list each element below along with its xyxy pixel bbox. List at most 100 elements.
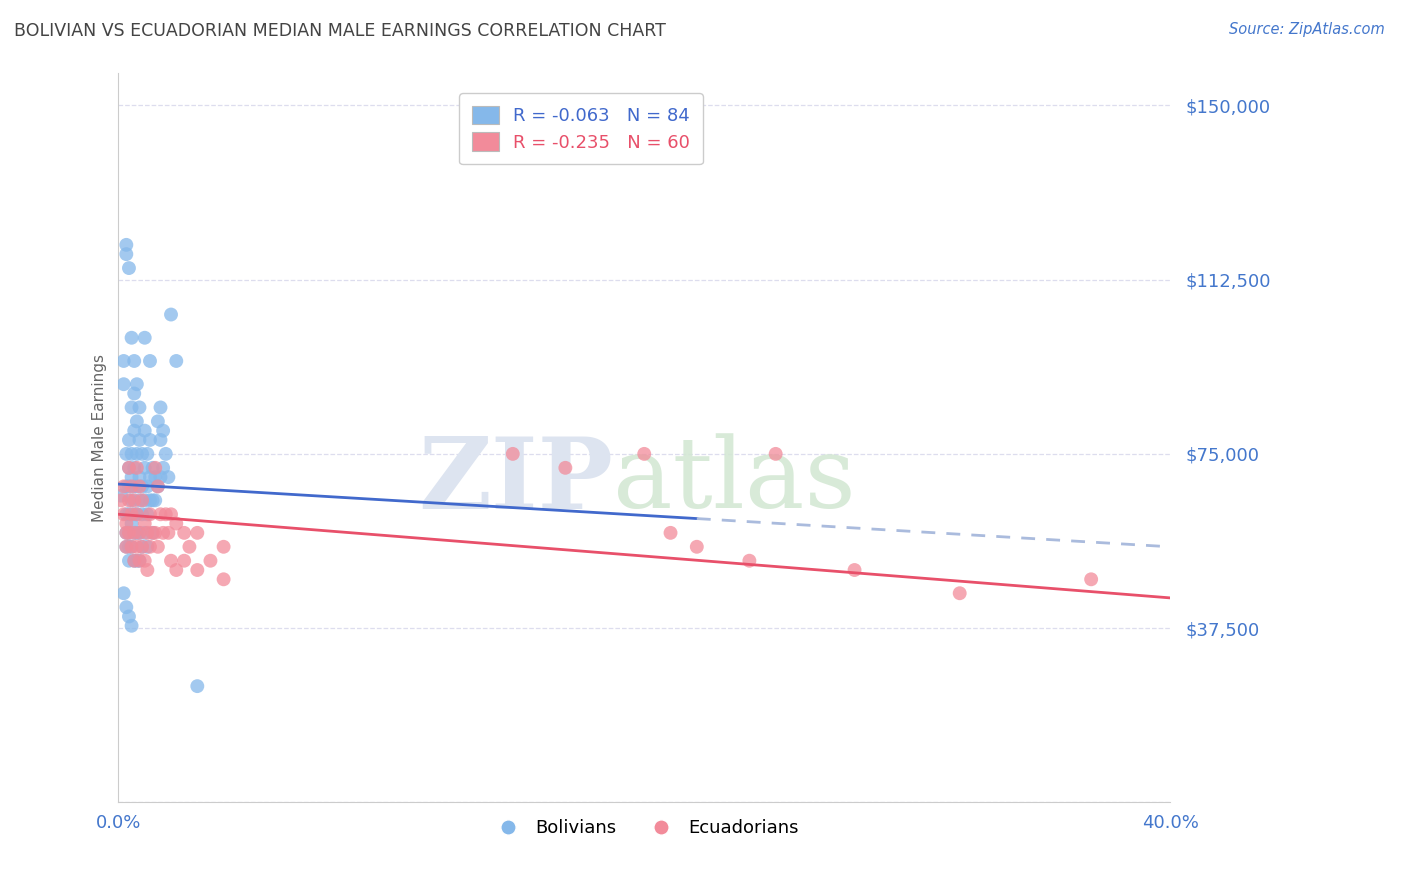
Bolivians: [125, 508, 148, 522]
Ecuadorians: [200, 554, 222, 568]
Text: BOLIVIAN VS ECUADORIAN MEDIAN MALE EARNINGS CORRELATION CHART: BOLIVIAN VS ECUADORIAN MEDIAN MALE EARNI…: [14, 22, 666, 40]
Bolivians: [118, 460, 141, 475]
Ecuadorians: [686, 540, 709, 554]
Bolivians: [115, 237, 138, 252]
Ecuadorians: [136, 563, 159, 577]
Ecuadorians: [139, 508, 162, 522]
Ecuadorians: [122, 525, 145, 540]
Bolivians: [139, 354, 162, 368]
Bolivians: [122, 354, 145, 368]
Bolivians: [128, 493, 150, 508]
Bolivians: [115, 600, 138, 615]
Ecuadorians: [738, 554, 761, 568]
Ecuadorians: [149, 508, 172, 522]
Ecuadorians: [118, 493, 141, 508]
Ecuadorians: [186, 525, 208, 540]
Ecuadorians: [139, 540, 162, 554]
Bolivians: [136, 447, 159, 461]
Bolivians: [125, 447, 148, 461]
Bolivians: [160, 308, 183, 322]
Ecuadorians: [502, 447, 524, 461]
Bolivians: [118, 479, 141, 493]
Bolivians: [139, 433, 162, 447]
Bolivians: [165, 354, 187, 368]
Bolivians: [152, 460, 174, 475]
Bolivians: [155, 447, 177, 461]
Ecuadorians: [121, 540, 143, 554]
Bolivians: [118, 540, 141, 554]
Text: atlas: atlas: [613, 434, 855, 529]
Ecuadorians: [844, 563, 866, 577]
Bolivians: [115, 525, 138, 540]
Ecuadorians: [173, 554, 195, 568]
Bolivians: [115, 479, 138, 493]
Ecuadorians: [143, 460, 166, 475]
Bolivians: [136, 479, 159, 493]
Ecuadorians: [118, 460, 141, 475]
Ecuadorians: [125, 508, 148, 522]
Ecuadorians: [146, 479, 169, 493]
Bolivians: [136, 540, 159, 554]
Bolivians: [143, 470, 166, 484]
Bolivians: [128, 554, 150, 568]
Ecuadorians: [134, 554, 156, 568]
Ecuadorians: [115, 540, 138, 554]
Ecuadorians: [186, 563, 208, 577]
Ecuadorians: [112, 508, 135, 522]
Ecuadorians: [554, 460, 576, 475]
Bolivians: [121, 331, 143, 345]
Bolivians: [121, 401, 143, 415]
Ecuadorians: [157, 525, 180, 540]
Ecuadorians: [125, 460, 148, 475]
Bolivians: [122, 386, 145, 401]
Bolivians: [131, 540, 153, 554]
Bolivians: [121, 540, 143, 554]
Ecuadorians: [121, 479, 143, 493]
Bolivians: [118, 433, 141, 447]
Bolivians: [134, 460, 156, 475]
Bolivians: [139, 470, 162, 484]
Ecuadorians: [118, 525, 141, 540]
Bolivians: [115, 508, 138, 522]
Bolivians: [115, 447, 138, 461]
Bolivians: [134, 525, 156, 540]
Ecuadorians: [160, 508, 183, 522]
Y-axis label: Median Male Earnings: Median Male Earnings: [93, 353, 107, 522]
Bolivians: [122, 460, 145, 475]
Bolivians: [125, 554, 148, 568]
Bolivians: [149, 433, 172, 447]
Bolivians: [128, 433, 150, 447]
Bolivians: [142, 525, 165, 540]
Bolivians: [142, 493, 165, 508]
Bolivians: [125, 414, 148, 428]
Bolivians: [118, 508, 141, 522]
Ecuadorians: [110, 493, 132, 508]
Text: Source: ZipAtlas.com: Source: ZipAtlas.com: [1229, 22, 1385, 37]
Ecuadorians: [125, 540, 148, 554]
Bolivians: [134, 424, 156, 438]
Bolivians: [131, 508, 153, 522]
Bolivians: [146, 414, 169, 428]
Bolivians: [122, 525, 145, 540]
Bolivians: [118, 261, 141, 276]
Bolivians: [118, 609, 141, 624]
Ecuadorians: [143, 525, 166, 540]
Ecuadorians: [115, 525, 138, 540]
Ecuadorians: [142, 525, 165, 540]
Bolivians: [118, 554, 141, 568]
Ecuadorians: [128, 525, 150, 540]
Bolivians: [128, 401, 150, 415]
Bolivians: [186, 679, 208, 693]
Bolivians: [112, 354, 135, 368]
Bolivians: [157, 470, 180, 484]
Ecuadorians: [122, 554, 145, 568]
Ecuadorians: [659, 525, 682, 540]
Ecuadorians: [131, 493, 153, 508]
Bolivians: [149, 470, 172, 484]
Bolivians: [134, 331, 156, 345]
Ecuadorians: [112, 479, 135, 493]
Bolivians: [121, 516, 143, 531]
Ecuadorians: [121, 508, 143, 522]
Ecuadorians: [165, 516, 187, 531]
Bolivians: [122, 554, 145, 568]
